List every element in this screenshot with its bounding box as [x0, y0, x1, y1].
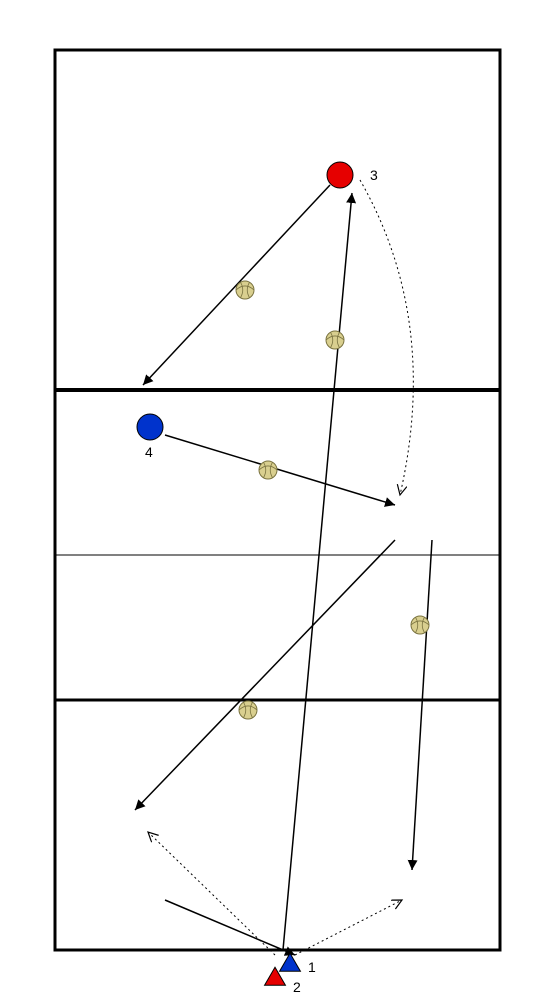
- ball-icon: [411, 616, 429, 634]
- ball-icon: [239, 701, 257, 719]
- arrow-solid: [412, 540, 432, 870]
- arrows-layer: [135, 180, 432, 955]
- player-circle: [327, 162, 353, 188]
- court-outline: [55, 50, 500, 950]
- arrow-solid: [143, 185, 330, 385]
- arrow-solid: [283, 193, 352, 950]
- arrow-dotted: [148, 832, 275, 955]
- player-label: 1: [308, 959, 316, 975]
- balls-layer: [236, 281, 429, 719]
- arrow-dotted: [295, 900, 402, 955]
- arrow-solid: [135, 540, 395, 810]
- player-triangle: [280, 953, 301, 971]
- player-label: 2: [293, 979, 301, 995]
- ball-icon: [236, 281, 254, 299]
- player-circle: [137, 414, 163, 440]
- arrow-dotted-curve: [360, 180, 413, 495]
- ball-icon: [259, 461, 277, 479]
- arrow-solid: [165, 435, 395, 505]
- ball-icon: [326, 331, 344, 349]
- player-label: 3: [370, 167, 378, 183]
- arrow-solid: [165, 900, 295, 955]
- diagram-canvas: 3 4 12: [0, 0, 550, 1000]
- player-label: 4: [145, 444, 153, 460]
